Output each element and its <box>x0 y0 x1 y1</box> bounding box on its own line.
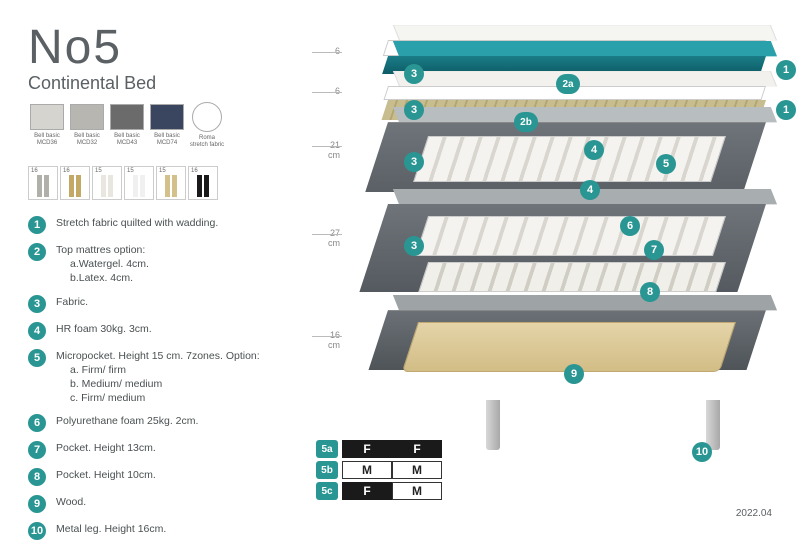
callout-badge: 1 <box>776 60 796 80</box>
callout-badge: 1 <box>776 100 796 120</box>
number-badge-icon: 2 <box>28 243 46 261</box>
date-label: 2022.04 <box>736 508 772 519</box>
legend-item: 3Fabric. <box>28 295 328 313</box>
legend-list: 1Stretch fabric quilted with wadding. 2To… <box>28 216 328 549</box>
fabric-swatch: Romastretch fabric <box>188 104 226 148</box>
callout-badge: 4 <box>580 180 600 200</box>
number-badge-icon: 1 <box>28 216 46 234</box>
number-badge-icon: 8 <box>28 468 46 486</box>
fabric-swatches: Bell basicMCD36Bell basicMCD32Bell basic… <box>28 104 226 148</box>
callout-badge: 6 <box>620 216 640 236</box>
callout-badge: 5 <box>656 154 676 174</box>
legend-item: 1Stretch fabric quilted with wadding. <box>28 216 328 234</box>
cutaway-stack: 1 3 2a 1 3 2b 3 4 5 4 3 67 8 9 10 <box>346 40 796 470</box>
callout-badge: 7 <box>644 240 664 260</box>
fabric-swatch: Bell basicMCD32 <box>68 104 106 148</box>
callout-badge: 3 <box>404 100 424 120</box>
product-subtitle: Continental Bed <box>28 73 156 94</box>
leg-swatch: 15 <box>92 166 122 200</box>
fabric-swatch: Bell basicMCD74 <box>148 104 186 148</box>
leg-swatch: 16 <box>60 166 90 200</box>
callout-badge: 3 <box>404 64 424 84</box>
callout-badge: 3 <box>404 152 424 172</box>
legend-item: 6Polyurethane foam 25kg. 2cm. <box>28 414 328 432</box>
layer-height-label: 16 cm <box>316 330 340 350</box>
layer-height-label: 21 cm <box>316 140 340 160</box>
callout-badge: 3 <box>404 236 424 256</box>
leg-swatch: 15 <box>156 166 186 200</box>
callout-badge: 10 <box>692 442 712 462</box>
fabric-swatch: Bell basicMCD36 <box>28 104 66 148</box>
callout-badge: 9 <box>564 364 584 384</box>
legend-item: 4HR foam 30kg. 3cm. <box>28 322 328 340</box>
number-badge-icon: 10 <box>28 522 46 540</box>
legend-item: 8Pocket. Height 10cm. <box>28 468 328 486</box>
number-badge-icon: 9 <box>28 495 46 513</box>
metal-leg <box>486 400 500 450</box>
layer-height-label: 6 <box>335 46 340 56</box>
number-badge-icon: 6 <box>28 414 46 432</box>
product-title: No5 <box>28 20 156 75</box>
legend-item: 2Top mattres option:a.Watergel. 4cm.b.La… <box>28 243 328 286</box>
legend-item: 7Pocket. Height 13cm. <box>28 441 328 459</box>
layer-height-label: 27 cm <box>316 228 340 248</box>
legend-item: 9Wood. <box>28 495 328 513</box>
callout-badge: 2a <box>556 74 580 94</box>
metal-leg <box>706 400 720 450</box>
exploded-diagram: 6621 cm27 cm16 cm 132a132b34543678910 <box>316 22 796 482</box>
callout-badge: 2b <box>514 112 538 132</box>
callout-badge: 4 <box>584 140 604 160</box>
leg-swatches: 161615151516 <box>28 166 218 200</box>
callout-badge: 8 <box>640 282 660 302</box>
leg-swatch: 15 <box>124 166 154 200</box>
number-badge-icon: 5 <box>28 349 46 367</box>
fabric-swatch: Bell basicMCD43 <box>108 104 146 148</box>
legend-item: 10Metal leg. Height 16cm. <box>28 522 328 540</box>
layer-height-label: 6 <box>335 86 340 96</box>
firmness-row: 5cFM <box>316 482 442 500</box>
number-badge-icon: 3 <box>28 295 46 313</box>
number-badge-icon: 7 <box>28 441 46 459</box>
legend-item: 5Micropocket. Height 15 cm. 7zones. Opti… <box>28 349 328 406</box>
number-badge-icon: 4 <box>28 322 46 340</box>
leg-swatch: 16 <box>188 166 218 200</box>
leg-swatch: 16 <box>28 166 58 200</box>
